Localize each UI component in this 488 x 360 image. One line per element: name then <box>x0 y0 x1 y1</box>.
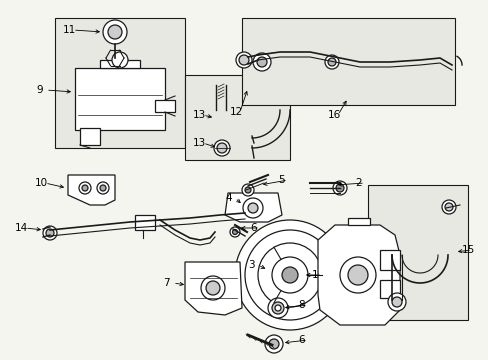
Bar <box>379 250 399 270</box>
Bar <box>379 280 399 298</box>
Circle shape <box>347 265 367 285</box>
Circle shape <box>252 53 270 71</box>
Circle shape <box>242 184 253 196</box>
Text: 13: 13 <box>193 110 206 120</box>
Text: 10: 10 <box>35 178 48 188</box>
Text: 16: 16 <box>327 110 341 120</box>
Circle shape <box>335 184 343 192</box>
Circle shape <box>247 203 258 213</box>
Circle shape <box>205 281 220 295</box>
Polygon shape <box>317 225 399 325</box>
Bar <box>75 68 164 130</box>
Bar <box>100 60 140 68</box>
Circle shape <box>232 230 237 234</box>
Polygon shape <box>68 175 115 205</box>
Circle shape <box>264 335 283 353</box>
Circle shape <box>268 339 279 349</box>
Circle shape <box>97 182 109 194</box>
Text: 5: 5 <box>278 175 284 185</box>
Circle shape <box>112 52 128 68</box>
Circle shape <box>239 55 248 65</box>
Polygon shape <box>184 262 242 315</box>
Circle shape <box>100 185 106 191</box>
Circle shape <box>257 57 266 67</box>
Circle shape <box>387 293 405 311</box>
Circle shape <box>282 267 297 283</box>
Text: 3: 3 <box>247 260 254 270</box>
Circle shape <box>82 185 88 191</box>
Circle shape <box>103 20 127 44</box>
Bar <box>242 18 454 105</box>
Text: 6: 6 <box>297 335 304 345</box>
Circle shape <box>243 198 263 218</box>
Bar <box>135 215 155 230</box>
Circle shape <box>214 140 229 156</box>
Circle shape <box>244 230 334 320</box>
Bar <box>184 75 289 160</box>
Circle shape <box>229 227 240 237</box>
Text: 1: 1 <box>311 270 318 280</box>
Text: 9: 9 <box>36 85 42 95</box>
Circle shape <box>43 226 57 240</box>
Text: 6: 6 <box>249 223 256 233</box>
Text: 2: 2 <box>354 178 361 188</box>
Circle shape <box>271 302 284 314</box>
Circle shape <box>79 182 91 194</box>
Circle shape <box>201 276 224 300</box>
Text: 13: 13 <box>193 138 206 148</box>
Circle shape <box>108 25 122 39</box>
Circle shape <box>339 257 375 293</box>
Circle shape <box>274 305 281 311</box>
Circle shape <box>325 55 338 69</box>
Text: 15: 15 <box>461 245 474 255</box>
Circle shape <box>327 58 335 66</box>
Circle shape <box>46 229 54 237</box>
Text: 8: 8 <box>297 300 304 310</box>
Text: 14: 14 <box>15 223 28 233</box>
Circle shape <box>444 203 452 211</box>
Polygon shape <box>224 193 282 222</box>
Circle shape <box>235 220 345 330</box>
Circle shape <box>271 257 307 293</box>
Circle shape <box>332 181 346 195</box>
Text: 4: 4 <box>224 193 231 203</box>
Circle shape <box>217 143 226 153</box>
Bar <box>367 185 467 320</box>
Bar <box>155 100 175 112</box>
Circle shape <box>258 243 321 307</box>
Bar <box>55 18 184 148</box>
Bar <box>347 218 369 225</box>
Text: 11: 11 <box>63 25 76 35</box>
Bar <box>80 128 100 145</box>
Text: 7: 7 <box>163 278 169 288</box>
Circle shape <box>244 187 250 193</box>
Circle shape <box>236 52 251 68</box>
Text: 12: 12 <box>229 107 243 117</box>
Circle shape <box>391 297 401 307</box>
Circle shape <box>267 298 287 318</box>
Circle shape <box>441 200 455 214</box>
